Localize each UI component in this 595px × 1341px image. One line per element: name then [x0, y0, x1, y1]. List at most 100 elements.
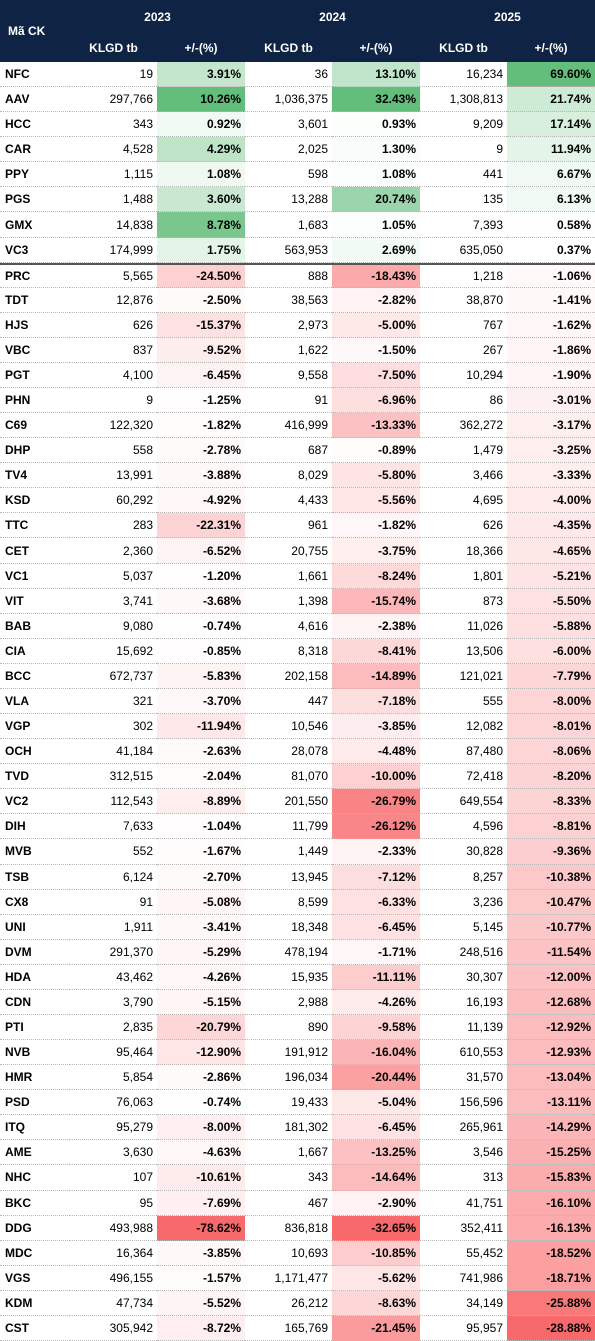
- volume-cell: 16,234: [420, 62, 507, 88]
- volume-cell: 890: [245, 1015, 332, 1041]
- change-cell: -13.11%: [507, 1090, 595, 1116]
- volume-cell: 12,876: [70, 288, 157, 313]
- volume-cell: 18,366: [420, 538, 507, 564]
- change-cell: -2.82%: [332, 287, 420, 313]
- change-cell: -10.00%: [332, 764, 420, 790]
- change-cell: -1.04%: [157, 814, 245, 840]
- change-cell: -5.62%: [332, 1265, 420, 1291]
- volume-cell: 4,616: [245, 614, 332, 639]
- change-cell: -1.82%: [157, 413, 245, 439]
- change-cell: -8.01%: [507, 714, 595, 740]
- change-cell: -8.24%: [332, 563, 420, 589]
- change-cell: 1.75%: [157, 237, 245, 263]
- volume-cell: 265,961: [420, 1115, 507, 1141]
- volume-cell: 352,411: [420, 1216, 507, 1241]
- volume-cell: 60,292: [70, 488, 157, 514]
- change-cell: -10.85%: [332, 1240, 420, 1266]
- change-cell: -21.45%: [332, 1315, 420, 1341]
- change-cell: -8.41%: [332, 638, 420, 664]
- ticker: ITQ: [0, 1115, 70, 1141]
- change-cell: -6.33%: [332, 889, 420, 915]
- change-cell: -3.33%: [507, 463, 595, 489]
- volume-cell: 12,082: [420, 714, 507, 740]
- change-cell: -5.56%: [332, 488, 420, 514]
- volume-cell: 672,737: [70, 664, 157, 689]
- sub-header: KLGD tb: [70, 34, 157, 62]
- volume-cell: 467: [245, 1191, 332, 1216]
- volume-cell: 3,601: [245, 112, 332, 138]
- change-cell: 0.92%: [157, 112, 245, 138]
- volume-cell: 1,801: [420, 564, 507, 589]
- volume-cell: 7,633: [70, 814, 157, 840]
- volume-cell: 3,790: [70, 990, 157, 1015]
- volume-cell: 291,370: [70, 940, 157, 965]
- ticker: HJS: [0, 313, 70, 338]
- volume-cell: 11,026: [420, 614, 507, 639]
- volume-cell: 2,025: [245, 137, 332, 163]
- volume-cell: 4,433: [245, 488, 332, 514]
- change-cell: -12.92%: [507, 1014, 595, 1041]
- change-cell: 0.58%: [507, 212, 595, 238]
- volume-cell: 191,912: [245, 1040, 332, 1066]
- change-cell: -13.04%: [507, 1065, 595, 1091]
- change-cell: -9.58%: [332, 1014, 420, 1041]
- ticker: PHN: [0, 388, 70, 414]
- volume-cell: 95,957: [420, 1316, 507, 1341]
- volume-cell: 8,029: [245, 463, 332, 489]
- ticker: BKC: [0, 1191, 70, 1216]
- volume-cell: 28,078: [245, 739, 332, 765]
- change-cell: 6.13%: [507, 187, 595, 213]
- volume-cell: 9,209: [420, 112, 507, 138]
- volume-cell: 1,218: [420, 262, 507, 288]
- ticker: PGS: [0, 187, 70, 213]
- change-cell: -10.61%: [157, 1165, 245, 1191]
- change-cell: -14.89%: [332, 663, 420, 689]
- ticker: BAB: [0, 614, 70, 639]
- ticker: PPY: [0, 162, 70, 188]
- ticker: CAR: [0, 137, 70, 163]
- ticker: OCH: [0, 739, 70, 765]
- volume-cell: 47,734: [70, 1291, 157, 1316]
- ticker: VGS: [0, 1266, 70, 1291]
- year-header: 2025: [420, 0, 595, 34]
- volume-cell: 16,364: [70, 1241, 157, 1266]
- change-cell: -9.52%: [157, 337, 245, 363]
- change-cell: 1.08%: [157, 162, 245, 188]
- ticker: DVM: [0, 940, 70, 965]
- change-cell: 1.05%: [332, 212, 420, 238]
- change-cell: -15.37%: [157, 312, 245, 338]
- volume-cell: 283: [70, 513, 157, 539]
- volume-cell: 248,516: [420, 940, 507, 965]
- change-cell: -11.94%: [157, 714, 245, 740]
- ticker: NVB: [0, 1040, 70, 1066]
- volume-cell: 8,318: [245, 639, 332, 664]
- volume-cell: 362,272: [420, 413, 507, 439]
- volume-cell: 15,935: [245, 965, 332, 990]
- change-cell: -5.04%: [332, 1090, 420, 1116]
- volume-cell: 767: [420, 313, 507, 338]
- header-cell: Mã CK: [0, 0, 70, 62]
- change-cell: -24.50%: [157, 262, 245, 288]
- volume-cell: 3,236: [420, 890, 507, 915]
- volume-cell: 41,751: [420, 1191, 507, 1216]
- change-cell: 1.08%: [332, 162, 420, 188]
- change-cell: -2.78%: [157, 438, 245, 464]
- change-cell: 20.74%: [332, 187, 420, 213]
- change-cell: -3.85%: [157, 1240, 245, 1266]
- ticker: PSD: [0, 1090, 70, 1116]
- volume-cell: 441: [420, 162, 507, 188]
- change-cell: -8.33%: [507, 789, 595, 815]
- ticker: VLA: [0, 689, 70, 715]
- volume-cell: 13,991: [70, 463, 157, 489]
- volume-cell: 9: [70, 388, 157, 414]
- volume-cell: 91: [245, 388, 332, 414]
- volume-cell: 343: [70, 112, 157, 138]
- volume-cell: 312,515: [70, 764, 157, 790]
- volume-cell: 1,911: [70, 915, 157, 940]
- change-cell: 1.30%: [332, 137, 420, 163]
- volume-cell: 181,302: [245, 1115, 332, 1141]
- change-cell: -13.25%: [332, 1140, 420, 1166]
- ticker: PRC: [0, 262, 70, 288]
- volume-cell: 165,769: [245, 1316, 332, 1341]
- change-cell: -1.06%: [507, 262, 595, 288]
